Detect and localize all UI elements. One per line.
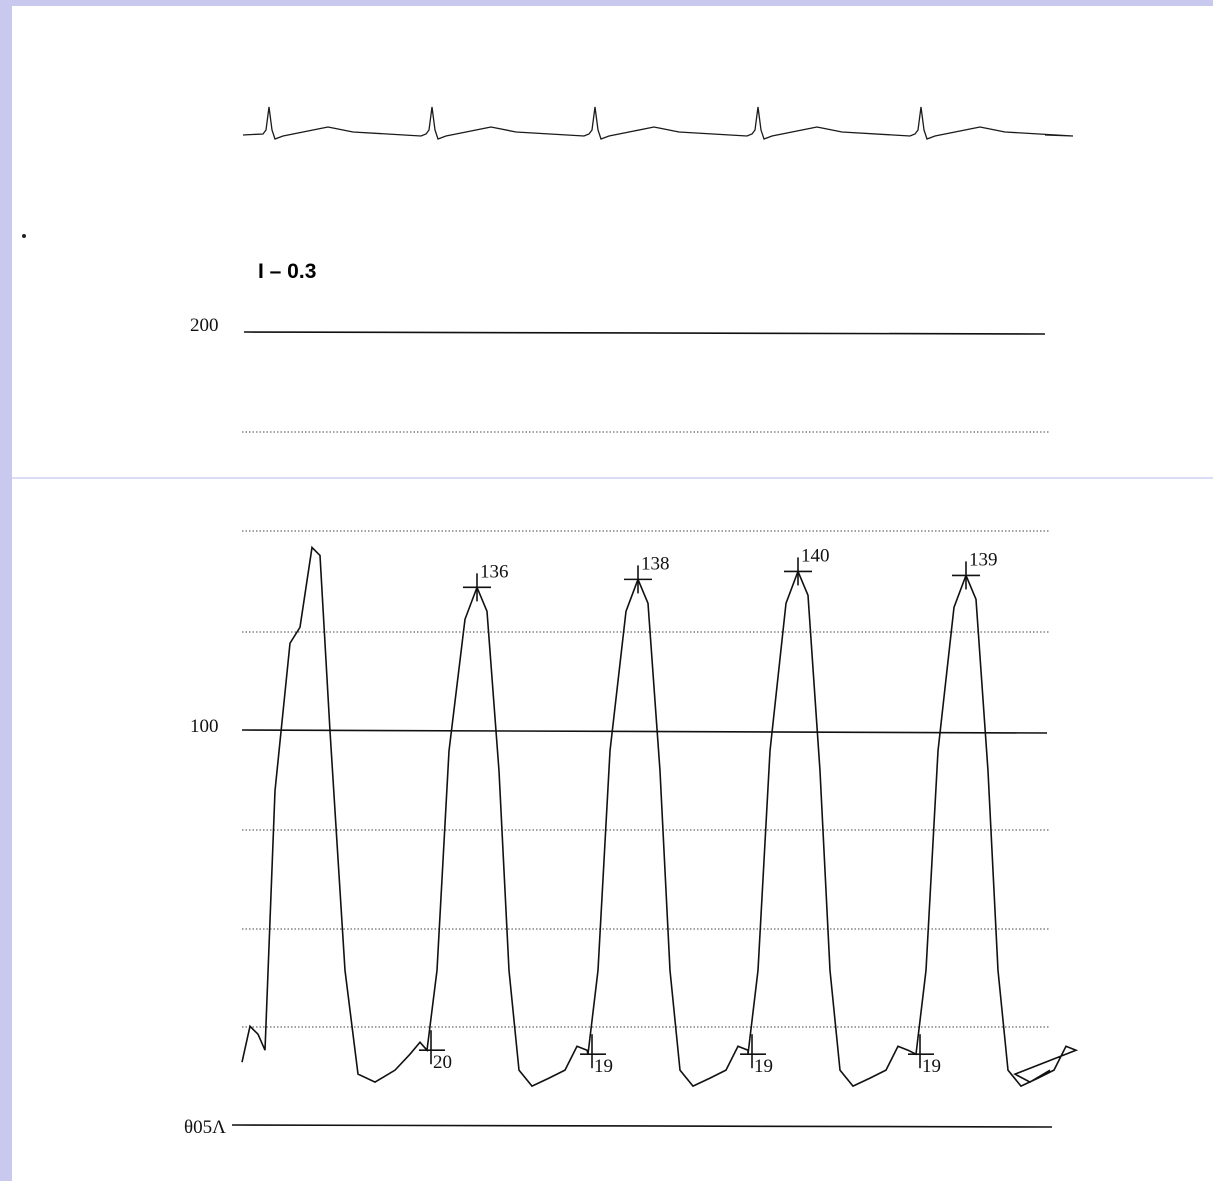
y-label-200: 200 xyxy=(190,315,219,336)
gridline-200 xyxy=(243,331,1046,335)
dotted-gridlines xyxy=(242,431,1050,1028)
top-accent-bar xyxy=(0,0,1213,6)
slide-divider xyxy=(12,477,1213,479)
trough-label: 19 xyxy=(922,1056,941,1077)
stray-dot xyxy=(22,234,26,238)
peak-label: 140 xyxy=(801,545,830,566)
gridline-100 xyxy=(241,729,1048,734)
pressure-trace xyxy=(241,545,1079,1088)
value-markers: 136 20 138 19 140 19 139 19 xyxy=(419,545,998,1077)
y-label-100: 100 xyxy=(190,716,219,737)
left-accent-bar xyxy=(0,0,12,1181)
trough-label: 19 xyxy=(594,1056,613,1077)
trough-label: 20 xyxy=(433,1052,452,1073)
y-label-baseline: θ05Λ xyxy=(184,1117,226,1138)
peak-label: 138 xyxy=(641,553,670,574)
peak-label: 136 xyxy=(480,561,509,582)
trough-label: 19 xyxy=(754,1056,773,1077)
lead-label: I – 0.3 xyxy=(258,260,316,283)
gridline-baseline xyxy=(231,1124,1053,1128)
ecg-trace xyxy=(242,106,1074,140)
peak-label: 139 xyxy=(969,549,998,570)
